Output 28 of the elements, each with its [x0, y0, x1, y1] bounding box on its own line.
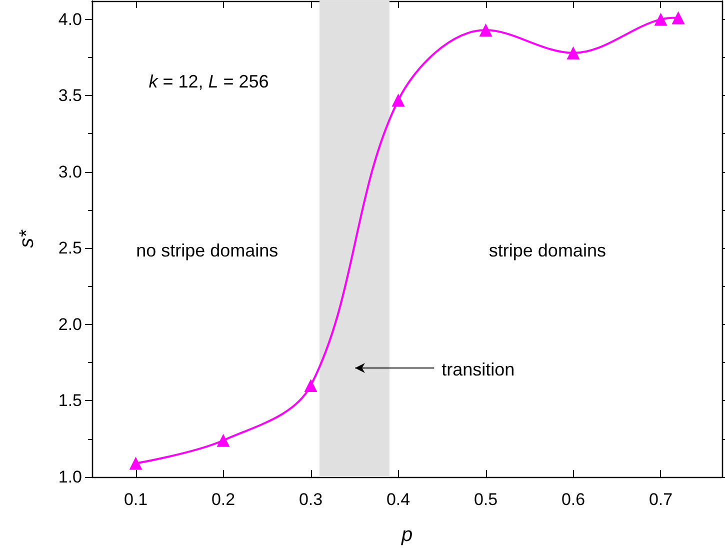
- annotation: stripe domains: [488, 240, 606, 260]
- y-tick-label: 1.0: [58, 468, 82, 486]
- y-tick-label: 2.5: [58, 238, 82, 258]
- x-tick-label: 0.7: [648, 490, 673, 509]
- point: [216, 434, 230, 447]
- point: [672, 11, 685, 24]
- x-tick-label: 0.2: [211, 490, 236, 509]
- x-tick-label: 0.5: [474, 490, 498, 509]
- x-tick-label: 0.6: [561, 490, 586, 509]
- point: [129, 456, 142, 470]
- y-tick-label: 3.0: [58, 162, 82, 182]
- y-tick-label: 4.0: [58, 10, 82, 29]
- x-tick-label: 0.4: [386, 490, 410, 509]
- y-tick-label: 1.5: [58, 391, 82, 410]
- x-axis-title: p: [400, 524, 413, 546]
- y-tick-label: 2.0: [58, 314, 82, 334]
- point: [304, 378, 318, 392]
- point: [566, 46, 580, 60]
- y-axis-title: s*: [16, 228, 38, 248]
- annotation: no stripe domains: [136, 240, 278, 260]
- annotation: k = 12, L = 256: [148, 71, 269, 92]
- point: [392, 94, 405, 107]
- point: [654, 12, 668, 26]
- x-tick-label: 0.1: [124, 490, 148, 509]
- annotation: transition: [442, 359, 515, 380]
- y-tick-label: 3.5: [58, 86, 82, 106]
- x-tick-label: 0.3: [298, 490, 323, 509]
- point: [479, 23, 492, 36]
